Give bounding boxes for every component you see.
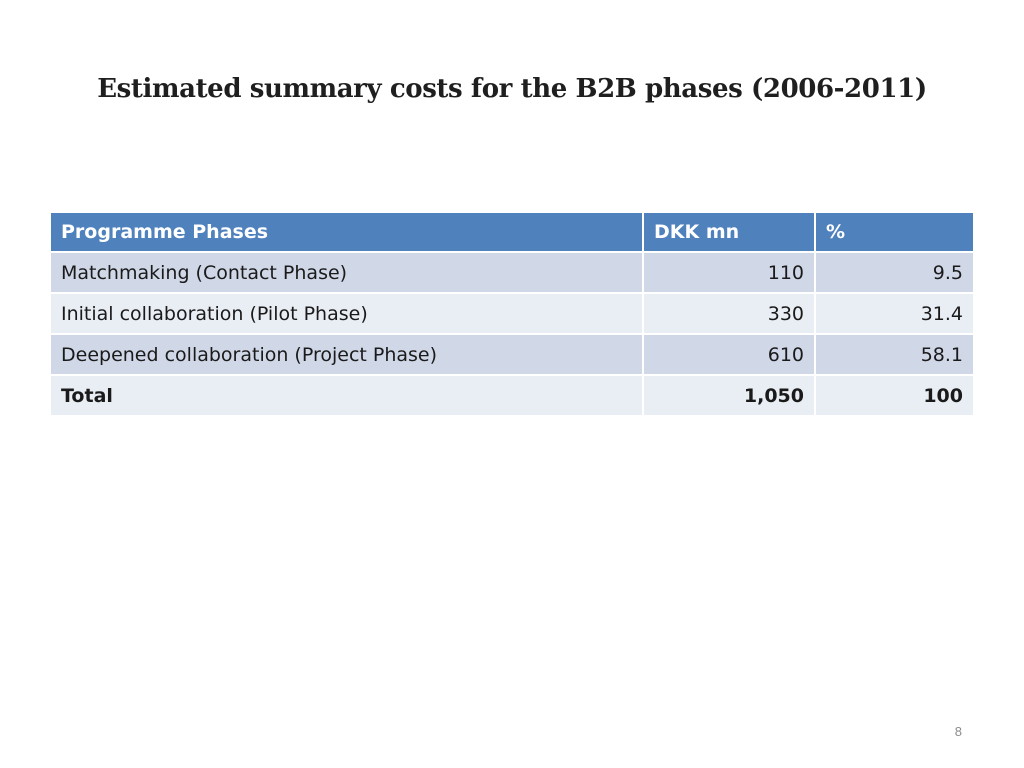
table-row: Deepened collaboration (Project Phase) 6… — [51, 335, 973, 376]
percent-cell: 9.5 — [816, 253, 973, 294]
table-header: Programme Phases DKK mn % — [51, 213, 973, 253]
phase-cell: Deepened collaboration (Project Phase) — [51, 335, 644, 376]
percent-cell: 58.1 — [816, 335, 973, 376]
header-dkk-mn: DKK mn — [644, 213, 816, 253]
dkk-cell: 610 — [644, 335, 816, 376]
dkk-cell: 110 — [644, 253, 816, 294]
header-row: Programme Phases DKK mn % — [51, 213, 973, 253]
costs-table: Programme Phases DKK mn % Matchmaking (C… — [51, 213, 973, 417]
phase-cell: Initial collaboration (Pilot Phase) — [51, 294, 644, 335]
page-number: 8 — [954, 724, 962, 739]
slide-title: Estimated summary costs for the B2B phas… — [97, 74, 927, 104]
phase-cell: Matchmaking (Contact Phase) — [51, 253, 644, 294]
total-dkk-cell: 1,050 — [644, 376, 816, 417]
total-percent-cell: 100 — [816, 376, 973, 417]
table-body: Matchmaking (Contact Phase) 110 9.5 Init… — [51, 253, 973, 417]
percent-cell: 31.4 — [816, 294, 973, 335]
header-percent: % — [816, 213, 973, 253]
dkk-cell: 330 — [644, 294, 816, 335]
table-row: Initial collaboration (Pilot Phase) 330 … — [51, 294, 973, 335]
total-row: Total 1,050 100 — [51, 376, 973, 417]
header-programme-phases: Programme Phases — [51, 213, 644, 253]
table-row: Matchmaking (Contact Phase) 110 9.5 — [51, 253, 973, 294]
total-label-cell: Total — [51, 376, 644, 417]
